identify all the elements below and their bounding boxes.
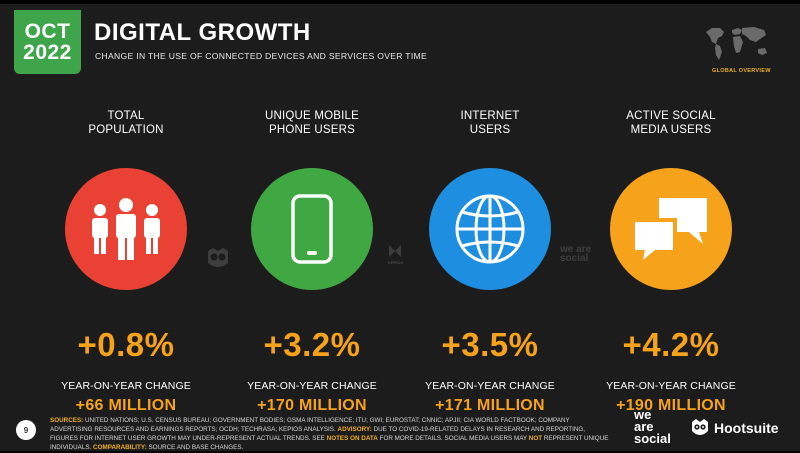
internet-circle bbox=[429, 168, 551, 290]
metric-label: ACTIVE SOCIAL MEDIA USERS bbox=[626, 110, 716, 136]
metric-change-label: YEAR-ON-YEAR CHANGE bbox=[606, 380, 736, 392]
metric-change-pct: +3.5% bbox=[441, 326, 539, 363]
hootsuite-owl-watermark-icon bbox=[208, 248, 228, 267]
mobile-circle bbox=[251, 168, 373, 290]
metric-change-label: YEAR-ON-YEAR CHANGE bbox=[247, 380, 377, 392]
metric-change-abs: +170 MILLION bbox=[257, 397, 367, 414]
metric-change-pct: +3.2% bbox=[263, 326, 361, 363]
metric-internet-users: INTERNET USERS +3.5% YEAR-ON-YEAR CHANGE… bbox=[410, 109, 570, 415]
metric-label: TOTAL POPULATION bbox=[88, 110, 164, 136]
hootsuite-owl-icon bbox=[692, 419, 708, 435]
metric-change-pct: +0.8% bbox=[77, 326, 175, 363]
metric-change-pct: +4.2% bbox=[622, 326, 720, 363]
chat-bubbles-icon bbox=[635, 198, 707, 260]
we-are-social-watermark: we are social bbox=[560, 244, 592, 264]
date-badge: OCT 2022 bbox=[14, 10, 81, 74]
world-map-icon bbox=[706, 27, 767, 60]
badge-month: OCT bbox=[24, 19, 71, 43]
kepios-watermark: KEPIOS bbox=[388, 244, 403, 265]
badge-year: 2022 bbox=[23, 41, 72, 64]
metric-change-abs: +190 MILLION bbox=[616, 397, 726, 414]
hootsuite-name: Hootsuite bbox=[714, 420, 779, 436]
metric-change-label: YEAR-ON-YEAR CHANGE bbox=[425, 380, 555, 392]
metric-label: UNIQUE MOBILE PHONE USERS bbox=[265, 110, 359, 136]
metric-change-abs: +66 MILLION bbox=[75, 397, 177, 414]
metric-change-label: YEAR-ON-YEAR CHANGE bbox=[61, 380, 191, 392]
metric-total-population: TOTAL POPULATION +0.8% YEAR-ON-YEAR CHAN bbox=[46, 109, 206, 415]
metric-social-media-users: ACTIVE SOCIAL MEDIA USERS +4.2% YEAR-ON-… bbox=[591, 109, 751, 415]
we-are-social-logo: we are social bbox=[634, 407, 671, 446]
mobile-phone-icon bbox=[291, 194, 333, 264]
population-circle bbox=[65, 168, 187, 290]
footer-sources: SOURCES: UNITED NATIONS; U.S. CENSUS BUR… bbox=[50, 417, 609, 451]
hootsuite-logo: Hootsuite bbox=[690, 419, 779, 437]
page-subtitle: CHANGE IN THE USE OF CONNECTED DEVICES A… bbox=[95, 51, 428, 61]
globe-icon bbox=[455, 194, 525, 264]
people-icon bbox=[92, 198, 160, 260]
metric-change-abs: +171 MILLION bbox=[435, 397, 545, 414]
page-title: DIGITAL GROWTH bbox=[94, 19, 311, 46]
page-number: 9 bbox=[16, 420, 36, 440]
metric-mobile-users: UNIQUE MOBILE PHONE USERS +3.2% YEAR-ON-… bbox=[232, 109, 392, 415]
global-overview-label: GLOBAL OVERVIEW bbox=[712, 68, 771, 74]
notes-on-data-link[interactable]: NOTES ON DATA bbox=[326, 435, 378, 442]
social-circle bbox=[610, 168, 732, 290]
kepios-logo-icon bbox=[389, 245, 401, 257]
metric-label: INTERNET USERS bbox=[460, 110, 520, 136]
